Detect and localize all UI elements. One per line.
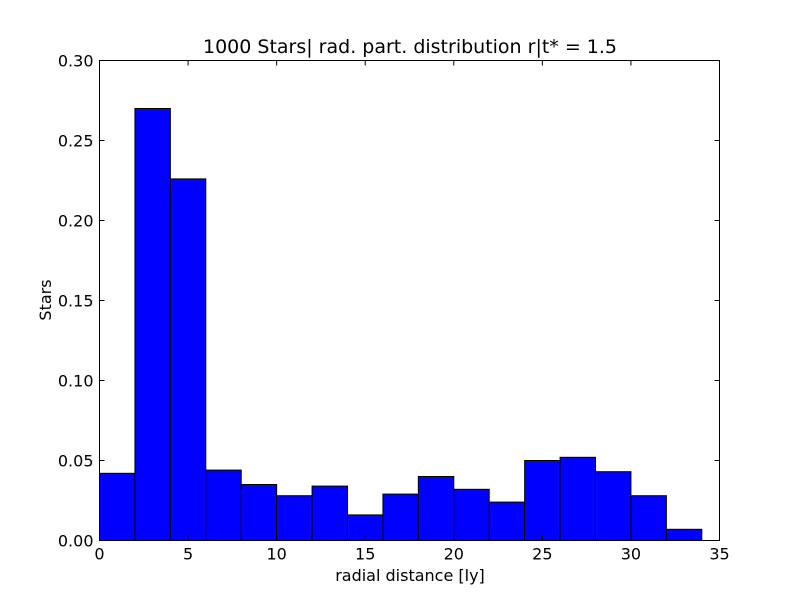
x-axis-ticks: 0 5 10 15 20 25 30 35 — [94, 60, 730, 564]
x-tick-label: 10 — [266, 545, 286, 564]
y-axis-label: Stars — [36, 279, 55, 320]
histogram-bar — [665, 528, 703, 541]
histogram-bar — [630, 495, 667, 542]
y-tick-label: 0.10 — [58, 372, 94, 391]
histogram-bar — [595, 471, 632, 542]
histogram-bar — [134, 108, 171, 541]
y-axis-ticks: 0.00 0.05 0.10 0.15 0.20 0.25 0.30 — [58, 52, 720, 551]
histogram-bar — [240, 484, 278, 541]
x-tick-label: 5 — [183, 545, 193, 564]
histogram-bar — [311, 485, 349, 542]
histogram-bar — [559, 456, 596, 541]
histogram-bar — [205, 469, 242, 542]
histogram-bar — [488, 501, 526, 542]
histogram-bar — [417, 476, 455, 541]
y-tick-label: 0.00 — [58, 532, 94, 551]
y-tick-label: 0.05 — [58, 452, 94, 471]
x-tick-label: 15 — [355, 545, 375, 564]
y-tick-label: 0.15 — [58, 292, 94, 311]
x-tick-label: 35 — [709, 545, 729, 564]
x-tick-label: 30 — [621, 545, 641, 564]
bars-group — [99, 108, 703, 542]
y-tick-label: 0.30 — [58, 52, 94, 71]
x-tick-label: 25 — [532, 545, 552, 564]
y-tick-label: 0.20 — [58, 212, 94, 231]
histogram-bar — [382, 493, 419, 542]
histogram-bar — [453, 488, 490, 541]
chart-title: 1000 Stars| rad. part. distribution r|t*… — [203, 36, 617, 58]
x-axis-label: radial distance [ly] — [335, 566, 485, 585]
histogram-bar — [99, 472, 136, 541]
histogram-bar — [169, 178, 207, 541]
histogram-bar — [276, 495, 313, 542]
y-tick-label: 0.25 — [58, 132, 94, 151]
x-tick-label: 20 — [444, 545, 464, 564]
x-tick-label: 0 — [94, 545, 104, 564]
histogram-bar — [524, 460, 561, 541]
